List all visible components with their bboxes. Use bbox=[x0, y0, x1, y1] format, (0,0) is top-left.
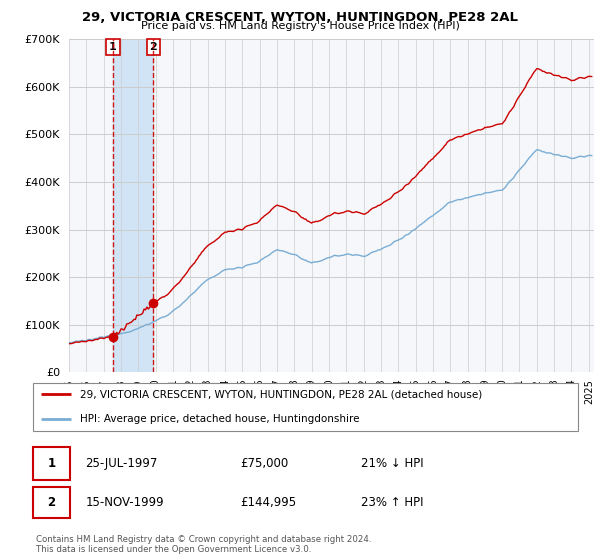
Bar bbox=[113, 39, 154, 372]
Text: £75,000: £75,000 bbox=[240, 457, 288, 470]
Text: £144,995: £144,995 bbox=[240, 496, 296, 509]
Text: 23% ↑ HPI: 23% ↑ HPI bbox=[361, 496, 424, 509]
Text: Contains HM Land Registry data © Crown copyright and database right 2024.
This d: Contains HM Land Registry data © Crown c… bbox=[36, 535, 371, 554]
Text: 29, VICTORIA CRESCENT, WYTON, HUNTINGDON, PE28 2AL (detached house): 29, VICTORIA CRESCENT, WYTON, HUNTINGDON… bbox=[80, 389, 482, 399]
Text: HPI: Average price, detached house, Huntingdonshire: HPI: Average price, detached house, Hunt… bbox=[80, 414, 359, 424]
Text: 21% ↓ HPI: 21% ↓ HPI bbox=[361, 457, 424, 470]
FancyBboxPatch shape bbox=[33, 447, 70, 480]
FancyBboxPatch shape bbox=[33, 487, 70, 518]
Text: 25-JUL-1997: 25-JUL-1997 bbox=[85, 457, 158, 470]
Text: 1: 1 bbox=[47, 457, 56, 470]
Text: 2: 2 bbox=[149, 42, 157, 52]
Text: 1: 1 bbox=[109, 42, 117, 52]
Text: Price paid vs. HM Land Registry's House Price Index (HPI): Price paid vs. HM Land Registry's House … bbox=[140, 21, 460, 31]
Text: 29, VICTORIA CRESCENT, WYTON, HUNTINGDON, PE28 2AL: 29, VICTORIA CRESCENT, WYTON, HUNTINGDON… bbox=[82, 11, 518, 24]
FancyBboxPatch shape bbox=[33, 384, 578, 431]
Text: 2: 2 bbox=[47, 496, 56, 509]
Text: 15-NOV-1999: 15-NOV-1999 bbox=[85, 496, 164, 509]
